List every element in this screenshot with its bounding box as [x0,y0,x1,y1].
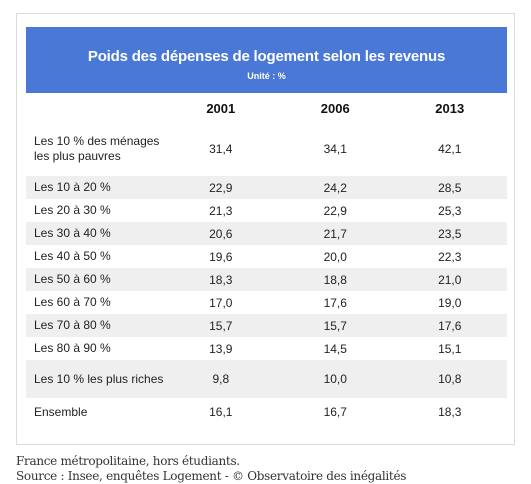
cell-2006: 10,0 [278,360,393,398]
cell-2013: 18,3 [438,405,462,419]
table-row: Les 10 à 20 % 22,9 24,2 28,5 [26,176,507,199]
cell-2001: 18,3 [163,268,279,291]
table-banner: Poids des dépenses de logement selon les… [26,27,507,93]
cell-2001: 20,6 [163,222,279,245]
cell-2013: 19,0 [438,295,462,310]
row-label: Ensemble [34,404,88,419]
row-label: Les 20 à 30 % [34,203,111,217]
cell-2001: 31,4 [209,142,233,156]
table-row: Les 30 à 40 % 20,6 21,7 23,5 [26,222,507,245]
cell-2013: 15,1 [438,341,462,356]
row-label: Les 10 % des ménages les plus pauvres [34,134,160,163]
footnote-scope: France métropolitaine, hors étudiants. [16,454,240,468]
cell-2001: 19,6 [209,249,233,264]
table-row: Les 40 à 50 % 19,6 20,0 22,3 [26,245,507,268]
cell-2006: 24,2 [278,176,393,199]
cell-2006: 17,6 [323,295,347,310]
row-label: Les 10 % les plus riches [26,360,164,398]
table-unit: Unité : % [247,71,286,81]
table-row: Les 80 à 90 % 13,9 14,5 15,1 [26,337,507,360]
cell-2013: 17,6 [392,314,507,337]
cell-2013: 10,8 [392,360,507,398]
cell-2001: 22,9 [163,176,279,199]
cell-2006: 21,7 [278,222,393,245]
table-row: Les 70 à 80 % 15,7 15,7 17,6 [26,314,507,337]
table-row: Les 60 à 70 % 17,0 17,6 19,0 [26,291,507,314]
cell-2006: 14,5 [323,341,347,356]
table-row: Les 10 % des ménages les plus pauvres 31… [26,122,507,176]
cell-2013: 21,0 [392,268,507,291]
row-label: Les 40 à 50 % [34,249,111,263]
table-row: Les 50 à 60 % 18,3 18,8 21,0 [26,268,507,291]
column-header-2013: 2013 [435,100,465,116]
cell-2013: 22,3 [438,249,462,264]
cell-2001: 17,0 [209,295,233,310]
column-header-label [26,94,164,122]
cell-2001: 9,8 [163,360,279,398]
table-row: Les 20 à 30 % 21,3 22,9 25,3 [26,199,507,222]
row-label: Les 60 à 70 % [34,295,111,309]
cell-2001: 13,9 [209,341,233,356]
table-card: Poids des dépenses de logement selon les… [16,13,515,445]
cell-2006: 18,8 [278,268,393,291]
table-row: Ensemble 16,1 16,7 18,3 [26,398,507,426]
row-label: Les 30 à 40 % [26,222,164,245]
data-table: 2001 2006 2013 Les 10 % des ménages les … [26,94,507,426]
table-title: Poids des dépenses de logement selon les… [87,48,446,65]
cell-2006: 16,7 [323,405,347,419]
row-label: Les 80 à 90 % [34,341,111,355]
cell-2001: 21,3 [209,203,233,218]
cell-2006: 15,7 [278,314,393,337]
cell-2013: 25,3 [438,203,462,218]
cell-2006: 34,1 [323,142,347,156]
row-label: Les 50 à 60 % [26,268,164,291]
column-header-2006: 2006 [320,100,350,116]
cell-2006: 20,0 [323,249,347,264]
column-header-2001: 2001 [206,100,236,116]
cell-2001: 15,7 [163,314,279,337]
cell-2001: 16,1 [209,405,233,419]
cell-2013: 28,5 [392,176,507,199]
table-row: Les 10 % les plus riches 9,8 10,0 10,8 [26,360,507,398]
cell-2013: 23,5 [392,222,507,245]
row-label: Les 10 à 20 % [26,176,164,199]
cell-2013: 42,1 [438,142,462,156]
row-label: Les 70 à 80 % [26,314,164,337]
cell-2006: 22,9 [323,203,347,218]
footnote-source: Source : Insee, enquêtes Logement - © Ob… [16,469,407,483]
header-row: 2001 2006 2013 [26,94,507,122]
